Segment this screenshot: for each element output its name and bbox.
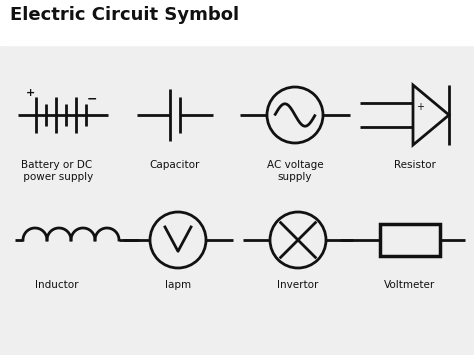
- Bar: [380, 224, 440, 256]
- Text: AC voltage
supply: AC voltage supply: [267, 160, 323, 182]
- Text: +: +: [416, 102, 424, 112]
- Text: Electric Circuit Symbol: Electric Circuit Symbol: [10, 6, 239, 24]
- Text: Battery or DC
 power supply: Battery or DC power supply: [20, 160, 94, 182]
- Text: Capacitor: Capacitor: [150, 160, 200, 170]
- Text: Iapm: Iapm: [165, 280, 191, 290]
- Text: −: −: [87, 93, 97, 105]
- Text: Invertor: Invertor: [277, 280, 319, 290]
- Bar: [0, 0, 474, 45]
- Text: Inductor: Inductor: [35, 280, 79, 290]
- Text: Resistor: Resistor: [394, 160, 436, 170]
- Text: Voltmeter: Voltmeter: [384, 280, 436, 290]
- Text: +: +: [26, 88, 35, 98]
